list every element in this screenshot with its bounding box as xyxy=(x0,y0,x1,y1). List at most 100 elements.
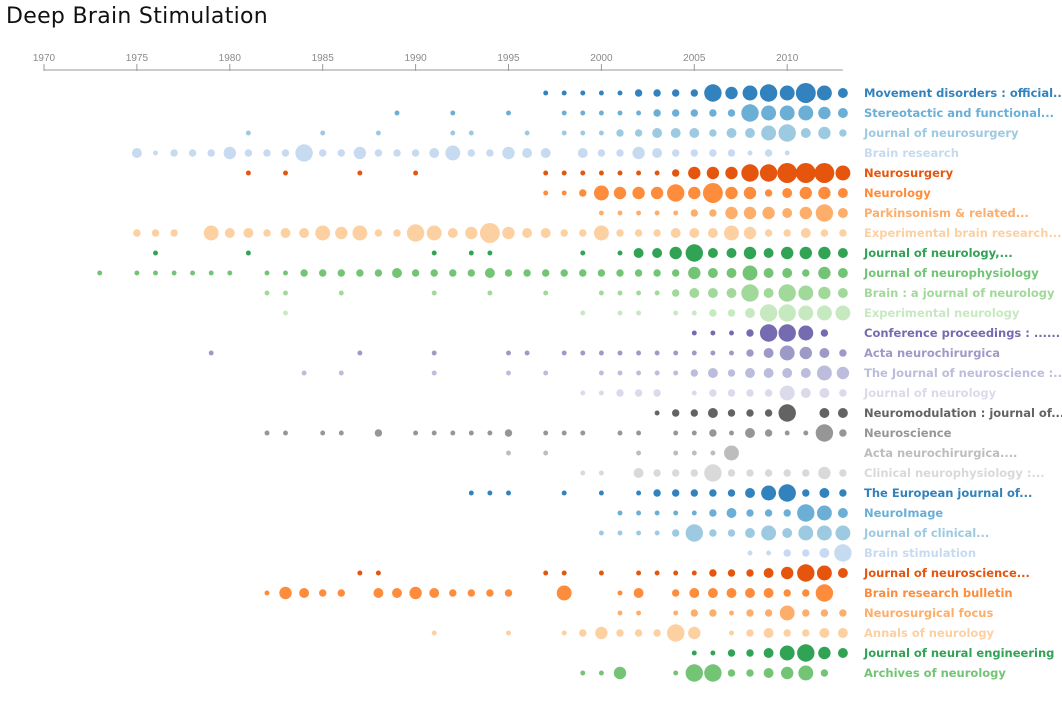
data-point xyxy=(673,370,679,376)
data-point xyxy=(819,548,830,558)
data-point xyxy=(580,470,586,476)
data-point xyxy=(616,129,624,137)
data-point xyxy=(670,128,681,138)
data-point xyxy=(319,589,327,597)
data-point xyxy=(800,388,811,398)
data-point xyxy=(634,229,643,237)
data-point xyxy=(543,450,549,456)
data-point xyxy=(613,666,627,680)
data-point xyxy=(429,588,440,598)
data-point xyxy=(543,290,549,296)
data-point xyxy=(598,110,604,116)
data-point xyxy=(781,566,794,580)
data-point xyxy=(598,350,604,356)
data-point xyxy=(652,128,663,138)
data-point xyxy=(636,310,642,316)
data-point xyxy=(447,228,458,238)
series-label: Parkinsonism & related... xyxy=(864,206,1029,220)
data-point xyxy=(709,609,717,617)
data-point xyxy=(636,430,642,436)
data-point xyxy=(725,186,738,200)
data-point xyxy=(709,209,717,217)
data-point xyxy=(819,408,830,418)
data-point xyxy=(685,664,703,682)
data-point xyxy=(745,428,755,438)
data-point xyxy=(707,228,718,238)
data-point xyxy=(729,430,734,436)
data-point xyxy=(799,206,812,220)
data-point xyxy=(745,308,755,318)
data-point xyxy=(636,530,642,536)
data-point xyxy=(315,225,331,241)
data-point xyxy=(486,149,494,157)
data-point xyxy=(598,90,604,96)
data-point xyxy=(281,149,290,157)
data-point xyxy=(783,509,791,517)
data-point xyxy=(704,464,722,482)
data-point xyxy=(673,510,679,516)
data-point xyxy=(815,424,834,442)
data-point xyxy=(766,550,772,556)
data-point xyxy=(413,170,419,176)
data-point xyxy=(543,430,549,436)
data-point xyxy=(783,229,791,237)
data-point xyxy=(153,250,158,256)
data-point xyxy=(673,310,679,316)
data-point xyxy=(743,246,757,260)
data-point xyxy=(223,146,236,160)
data-point xyxy=(820,609,829,617)
data-point xyxy=(727,569,736,577)
data-point xyxy=(426,225,442,241)
data-point xyxy=(691,450,697,456)
data-point xyxy=(759,84,778,102)
data-point xyxy=(374,429,383,437)
series-label: Brain : a journal of neurology xyxy=(864,286,1055,300)
data-point xyxy=(837,628,848,638)
data-point xyxy=(819,488,830,498)
data-point xyxy=(561,570,567,576)
data-point xyxy=(690,469,698,477)
data-point xyxy=(672,589,680,597)
data-point xyxy=(283,270,288,276)
data-point xyxy=(690,209,698,217)
data-point xyxy=(283,170,288,176)
data-point xyxy=(617,610,623,616)
data-point xyxy=(338,290,344,296)
data-point xyxy=(264,290,270,296)
data-point xyxy=(779,385,795,401)
data-point xyxy=(654,570,660,576)
data-point xyxy=(741,164,759,182)
data-point xyxy=(759,324,778,342)
data-point xyxy=(598,130,604,136)
series-label: Neurosurgical focus xyxy=(864,606,993,620)
data-point xyxy=(151,229,160,237)
data-point xyxy=(729,330,734,336)
data-point xyxy=(300,269,308,277)
data-point xyxy=(778,304,796,322)
data-point xyxy=(726,508,737,518)
data-point xyxy=(653,629,661,637)
data-point xyxy=(820,329,829,337)
data-point xyxy=(707,408,718,418)
series-label: Neuroscience xyxy=(864,426,952,440)
data-point xyxy=(742,85,758,101)
data-point xyxy=(798,665,814,681)
data-point xyxy=(502,146,515,160)
data-point xyxy=(375,130,381,136)
data-point xyxy=(598,370,604,376)
data-point xyxy=(802,609,810,617)
data-point xyxy=(634,129,643,137)
data-point xyxy=(709,509,717,517)
data-point xyxy=(800,228,811,238)
data-point xyxy=(818,246,831,260)
data-point xyxy=(617,350,623,356)
data-point xyxy=(837,648,848,658)
data-point xyxy=(337,149,345,157)
data-point xyxy=(746,509,754,517)
data-point xyxy=(617,430,623,436)
data-point xyxy=(636,570,642,576)
data-point xyxy=(357,350,363,356)
series-label: Experimental brain research... xyxy=(864,226,1062,240)
data-point xyxy=(264,590,270,596)
data-point xyxy=(745,128,755,138)
